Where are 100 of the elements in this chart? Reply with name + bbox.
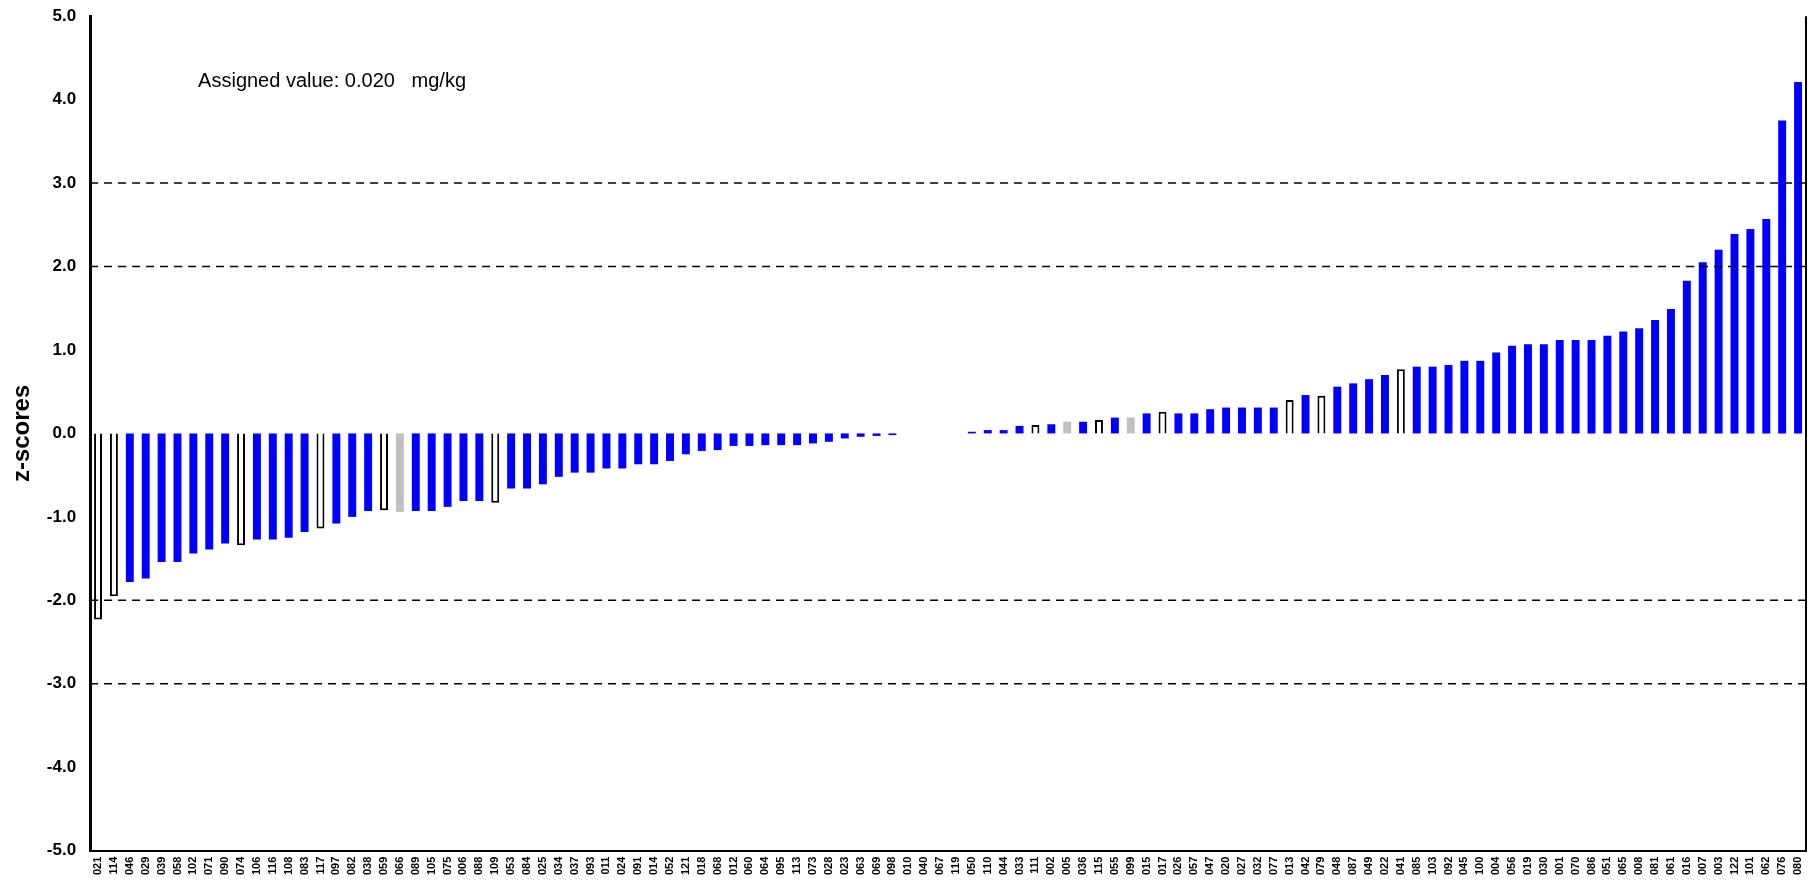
x-tick-label: 034 [551, 855, 564, 876]
x-tick-label: 106 [249, 856, 262, 876]
y-axis-title: z-scores [7, 384, 35, 483]
x-tick-label: 074 [234, 855, 247, 876]
x-tick-label: 065 [1616, 856, 1629, 876]
x-tick-label: 056 [1505, 856, 1518, 876]
x-tick-label: 089 [408, 856, 421, 876]
x-tick-label: 025 [535, 856, 548, 876]
x-tick-label: 002 [1044, 856, 1057, 876]
x-tick-label: 073 [806, 856, 819, 876]
x-tick-label: 097 [329, 856, 342, 876]
x-tick-label: 067 [933, 856, 946, 876]
y-tick-label: 0.0 [52, 423, 77, 443]
x-tick-label: 016 [1679, 856, 1692, 876]
x-tick-label: 039 [154, 856, 167, 876]
x-tick-label: 050 [964, 856, 977, 876]
y-tick-label: -3.0 [46, 673, 77, 693]
x-tick-label: 069 [869, 856, 882, 876]
x-tick-label: 033 [1012, 856, 1025, 876]
x-tick-label: 063 [853, 856, 866, 876]
y-tick-label: -5.0 [46, 840, 77, 860]
x-tick-label: 055 [1107, 856, 1120, 876]
x-tick-label: 012 [726, 856, 739, 876]
x-tick-label: 117 [313, 856, 326, 875]
x-tick-label: 113 [790, 856, 803, 875]
x-tick-label: 028 [821, 856, 834, 876]
x-tick-label: 010 [901, 856, 914, 876]
x-tick-label: 064 [758, 855, 771, 876]
x-tick-label: 105 [424, 856, 437, 876]
y-tick-label: -2.0 [46, 590, 77, 609]
y-tick-label: 1.0 [52, 339, 77, 359]
x-tick-label: 053 [504, 856, 517, 876]
x-tick-label: 040 [917, 856, 930, 876]
x-tick-label: 014 [647, 855, 660, 876]
x-tick-label: 024 [615, 855, 628, 876]
x-tick-label: 071 [202, 856, 215, 876]
x-tick-label: 086 [1584, 856, 1597, 876]
x-tick-label: 036 [1076, 856, 1089, 876]
x-tick-label: 108 [281, 856, 294, 876]
x-tick-label: 110 [980, 856, 993, 875]
x-tick-label: 075 [440, 856, 453, 876]
y-tick-label: 3.0 [52, 172, 77, 192]
x-tick-label: 021 [91, 856, 104, 876]
x-tick-label: 062 [1759, 856, 1772, 876]
y-tick-label: 5.0 [52, 5, 77, 25]
x-tick-label: 114 [106, 855, 119, 875]
x-tick-label: 111 [1028, 856, 1041, 874]
x-tick-label: 076 [1775, 856, 1788, 876]
x-tick-label: 013 [1282, 856, 1295, 876]
x-tick-label: 093 [583, 856, 596, 876]
y-tick-label: 4.0 [52, 89, 77, 109]
x-tick-label: 077 [1266, 856, 1279, 876]
y-tick-label: -4.0 [46, 756, 77, 776]
x-tick-label: 042 [1298, 856, 1311, 876]
x-tick-label: 083 [297, 856, 310, 876]
x-tick-label: 005 [1060, 856, 1073, 876]
x-tick-label: 121 [678, 856, 691, 876]
x-tick-label: 020 [1219, 856, 1232, 876]
x-tick-label: 030 [1536, 856, 1549, 876]
x-tick-label: 007 [1695, 856, 1708, 876]
x-tick-label: 100 [1473, 856, 1486, 876]
x-tick-label: 029 [138, 856, 151, 876]
x-tick-label: 119 [949, 856, 962, 875]
y-tick-label: -1.0 [46, 506, 77, 526]
x-tick-label: 085 [1409, 856, 1422, 876]
x-tick-label: 058 [170, 856, 183, 876]
x-tick-label: 059 [377, 856, 390, 876]
x-tick-label: 048 [1330, 856, 1343, 876]
x-tick-label: 122 [1727, 856, 1740, 876]
y-tick-label: 2.0 [52, 256, 77, 276]
x-tick-label: 060 [742, 856, 755, 876]
x-tick-label: 081 [1648, 856, 1661, 876]
x-tick-label: 044 [996, 855, 1009, 876]
x-tick-label: 052 [663, 856, 676, 876]
x-tick-label: 095 [774, 856, 787, 876]
x-tick-label: 109 [488, 856, 501, 876]
x-tick-label: 102 [186, 856, 199, 876]
x-tick-label: 101 [1743, 856, 1756, 876]
x-tick-label: 049 [1362, 856, 1375, 876]
x-tick-label: 026 [1171, 856, 1184, 876]
x-tick-label: 099 [1123, 856, 1136, 876]
x-tick-label: 098 [885, 856, 898, 876]
x-tick-label: 046 [122, 856, 135, 876]
x-tick-label: 037 [567, 856, 580, 876]
annotation: Assigned value: 0.020 mg/kg [198, 68, 467, 91]
x-tick-label: 051 [1600, 856, 1613, 876]
x-tick-label: 015 [1139, 856, 1152, 876]
x-tick-label: 088 [472, 856, 485, 876]
x-tick-label: 019 [1520, 856, 1533, 876]
x-tick-label: 116 [265, 856, 278, 875]
x-tick-label: 091 [631, 856, 644, 876]
x-tick-label: 003 [1711, 856, 1724, 876]
x-tick-label: 103 [1425, 856, 1438, 876]
x-tick-label: 006 [456, 856, 469, 876]
x-tick-label: 004 [1489, 855, 1502, 876]
x-tick-label: 082 [345, 856, 358, 876]
x-tick-label: 115 [1092, 856, 1105, 875]
x-tick-label: 092 [1441, 856, 1454, 876]
x-tick-label: 084 [520, 855, 533, 876]
x-tick-label: 045 [1457, 856, 1470, 876]
